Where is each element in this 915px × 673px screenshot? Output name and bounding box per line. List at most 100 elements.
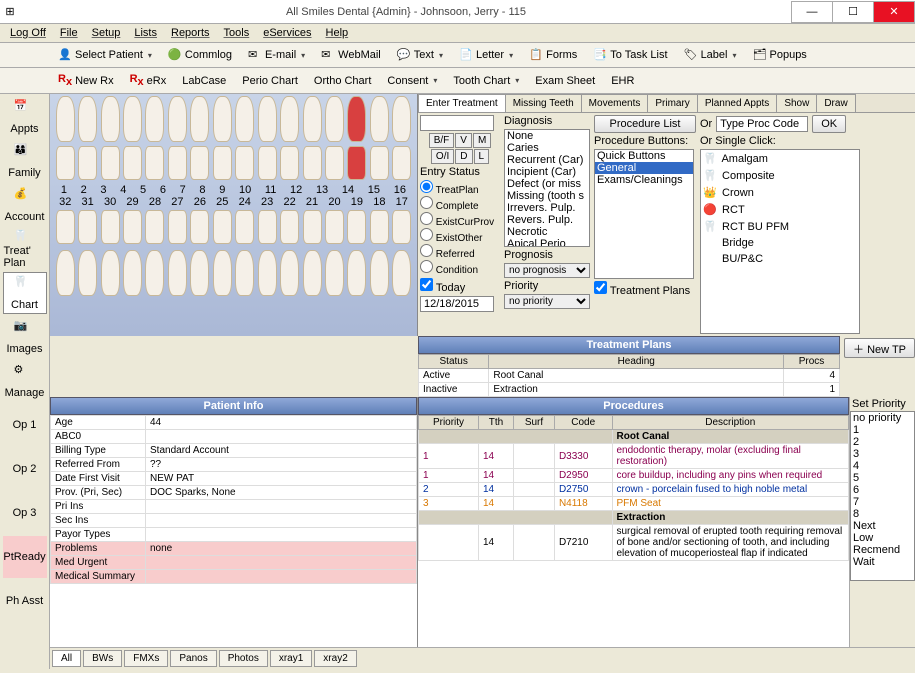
procedures-header: Procedures	[418, 397, 849, 415]
new-tp-button[interactable]: ＋ New TP	[844, 338, 915, 358]
proc-search-input[interactable]	[420, 115, 494, 131]
menu-reports[interactable]: Reports	[171, 27, 210, 39]
tab-show[interactable]: Show	[776, 94, 817, 112]
menu-setup[interactable]: Setup	[92, 27, 121, 39]
tp-check[interactable]	[594, 281, 607, 294]
tb-label[interactable]: 🏷Label	[678, 45, 743, 65]
nav-appts[interactable]: 📅Appts	[3, 96, 47, 138]
menu-log-off[interactable]: Log Off	[10, 27, 46, 39]
tooth-chart[interactable]: 12345678910111213141516 3231302928272625…	[50, 94, 418, 336]
menu-eservices[interactable]: eServices	[263, 27, 311, 39]
surf-b-f[interactable]: B/F	[429, 133, 455, 148]
tb-consent[interactable]: Consent	[381, 72, 443, 90]
nav-op-3[interactable]: Op 3	[3, 492, 47, 534]
tab-enter-treatment[interactable]: Enter Treatment	[418, 94, 506, 112]
label-icon: 🏷	[684, 48, 698, 62]
nav-chart[interactable]: 🦷Chart	[3, 272, 47, 314]
tab-movements[interactable]: Movements	[581, 94, 649, 112]
close-button[interactable]: ✕	[873, 1, 915, 23]
tb-ortho-chart[interactable]: Ortho Chart	[308, 72, 377, 90]
tb-perio-chart[interactable]: Perio Chart	[236, 72, 304, 90]
tb-tooth-chart[interactable]: Tooth Chart	[447, 72, 525, 90]
status-complete[interactable]	[420, 196, 433, 209]
diagnosis-list[interactable]: NoneCariesRecurrent (Car)Incipient (Car)…	[504, 129, 590, 247]
tab-planned-appts[interactable]: Planned Appts	[697, 94, 778, 112]
tb-forms[interactable]: 📋Forms	[523, 45, 583, 65]
popups-icon: 🗂	[753, 48, 767, 62]
maximize-button[interactable]: ☐	[832, 1, 874, 23]
nav-account[interactable]: 💰Account	[3, 184, 47, 226]
procedures-table[interactable]: PriorityTthSurfCodeDescriptionRoot Canal…	[418, 415, 849, 561]
bottab-xray1[interactable]: xray1	[270, 650, 312, 667]
today-check[interactable]	[420, 278, 433, 291]
bottab-xray2[interactable]: xray2	[314, 650, 356, 667]
tb-to-task-list[interactable]: 📑To Task List	[587, 45, 673, 65]
bottab-bws[interactable]: BWs	[83, 650, 122, 667]
status-existcurprov[interactable]	[420, 212, 433, 225]
surf-o-i[interactable]: O/I	[431, 149, 454, 164]
single-click-label: Or Single Click:	[700, 135, 913, 147]
menu-file[interactable]: File	[60, 27, 78, 39]
tb-letter[interactable]: 📄Letter	[453, 45, 519, 65]
tp-header: Treatment Plans	[418, 336, 840, 354]
menu-tools[interactable]: Tools	[224, 27, 250, 39]
prognosis-select[interactable]: no prognosis	[504, 263, 590, 278]
priority-label: Priority	[504, 280, 590, 292]
tb-exam-sheet[interactable]: Exam Sheet	[529, 72, 601, 90]
surf-m[interactable]: M	[473, 133, 491, 148]
images-icon: 📷	[14, 319, 36, 341]
tb-select-patient[interactable]: 👤Select Patient	[52, 45, 158, 65]
bottab-fmxs[interactable]: FMXs	[124, 650, 168, 667]
nav-ph-asst[interactable]: Ph Asst	[3, 580, 47, 622]
bottab-all[interactable]: All	[52, 650, 81, 667]
nav-op-2[interactable]: Op 2	[3, 448, 47, 490]
tab-primary[interactable]: Primary	[647, 94, 697, 112]
procedure-list-button[interactable]: Procedure List	[594, 115, 696, 133]
tb-e-mail[interactable]: ✉E-mail	[242, 45, 311, 65]
bottab-panos[interactable]: Panos	[170, 650, 216, 667]
tb-new-rx[interactable]: Rx New Rx	[52, 70, 120, 91]
nav-op-1[interactable]: Op 1	[3, 404, 47, 446]
manage-icon: ⚙	[14, 363, 36, 385]
entry-status-label: Entry Status	[420, 166, 500, 178]
status-existother[interactable]	[420, 228, 433, 241]
treat' plan-icon: 🦷	[14, 229, 36, 243]
status-referred[interactable]	[420, 244, 433, 257]
tb-webmail[interactable]: ✉WebMail	[315, 45, 387, 65]
tb-commlog[interactable]: 🟢Commlog	[162, 45, 238, 65]
type-proc-code[interactable]	[716, 116, 808, 132]
tb-erx[interactable]: Rx eRx	[124, 70, 173, 91]
set-priority-list[interactable]: no priority12345678NextLowRecmendWait	[850, 411, 915, 581]
surf-v[interactable]: V	[455, 133, 472, 148]
tb-labcase[interactable]: LabCase	[176, 72, 232, 90]
minimize-button[interactable]: —	[791, 1, 833, 23]
patient-info-table: Age44ABC0Billing TypeStandard AccountRef…	[50, 415, 417, 584]
tb-ehr[interactable]: EHR	[605, 72, 640, 90]
to-task-list-icon: 📑	[593, 48, 607, 62]
letter-icon: 📄	[459, 48, 473, 62]
proc-buttons-list[interactable]: Quick ButtonsGeneralExams/Cleanings	[594, 149, 694, 279]
tb-popups[interactable]: 🗂Popups	[747, 45, 813, 65]
today-date[interactable]	[420, 296, 494, 312]
nav-images[interactable]: 📷Images	[3, 316, 47, 358]
surf-d[interactable]: D	[455, 149, 472, 164]
patient-info-header: Patient Info	[50, 397, 417, 415]
priority-select[interactable]: no priority	[504, 294, 590, 309]
ok-button[interactable]: OK	[812, 115, 846, 133]
tab-draw[interactable]: Draw	[816, 94, 855, 112]
nav-manage[interactable]: ⚙Manage	[3, 360, 47, 402]
nav-ptready[interactable]: PtReady	[3, 536, 47, 578]
single-click-list[interactable]: 🦷 Amalgam🦷 Composite👑 Crown🔴 RCT🦷 RCT BU…	[700, 149, 860, 334]
tp-table[interactable]: StatusHeadingProcsActiveRoot Canal4Inact…	[418, 354, 840, 397]
family-icon: 👨‍👩‍👦	[14, 143, 36, 165]
tab-missing-teeth[interactable]: Missing Teeth	[505, 94, 582, 112]
tb-text[interactable]: 💬Text	[391, 45, 449, 65]
menu-lists[interactable]: Lists	[134, 27, 157, 39]
bottab-photos[interactable]: Photos	[219, 650, 268, 667]
nav-family[interactable]: 👨‍👩‍👦Family	[3, 140, 47, 182]
status-condition[interactable]	[420, 260, 433, 273]
surf-l[interactable]: L	[474, 149, 490, 164]
menu-help[interactable]: Help	[326, 27, 349, 39]
nav-treat--plan[interactable]: 🦷Treat' Plan	[3, 228, 47, 270]
status-treatplan[interactable]	[420, 180, 433, 193]
